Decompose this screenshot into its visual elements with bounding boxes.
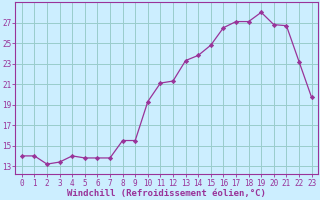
- X-axis label: Windchill (Refroidissement éolien,°C): Windchill (Refroidissement éolien,°C): [67, 189, 266, 198]
